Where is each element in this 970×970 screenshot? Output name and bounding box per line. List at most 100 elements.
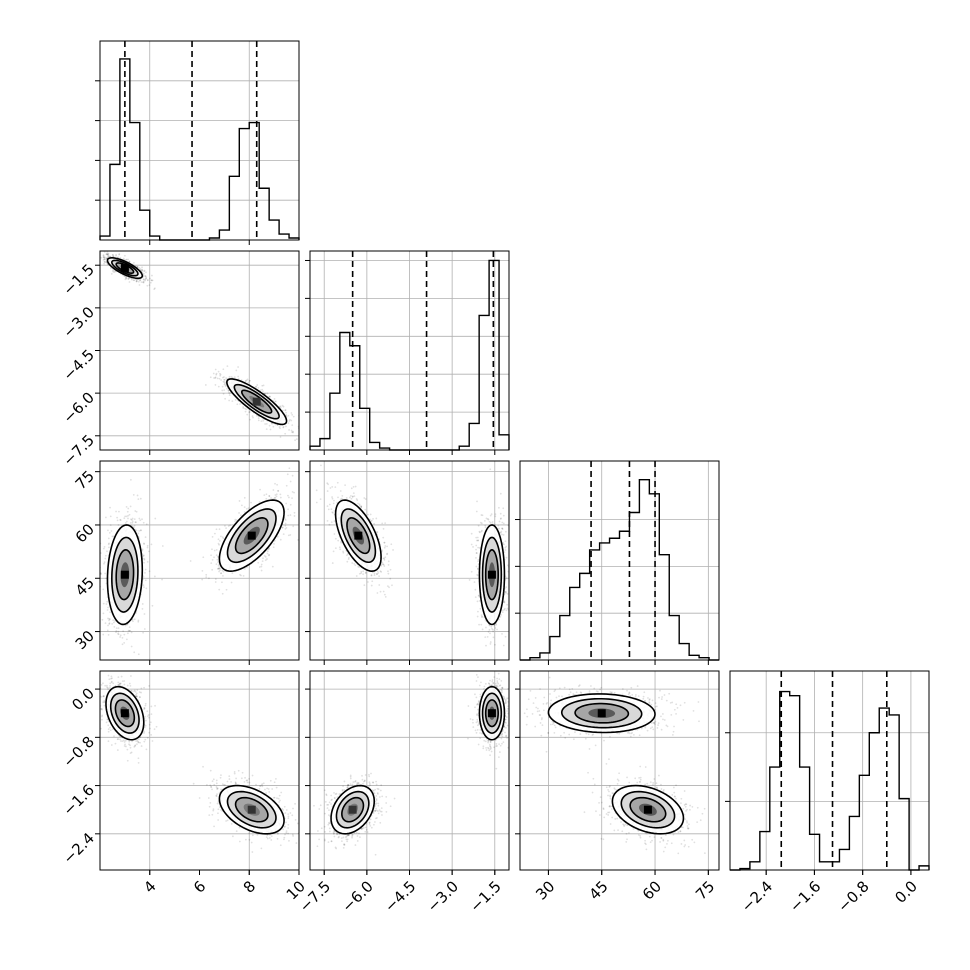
sample-point <box>234 398 237 401</box>
sample-point <box>228 375 231 378</box>
sample-point <box>291 474 294 477</box>
sample-point <box>238 840 241 843</box>
sample-point <box>105 248 107 250</box>
sample-point <box>142 554 145 557</box>
sample-point <box>135 693 137 696</box>
sample-point <box>220 572 222 575</box>
sample-point <box>216 787 219 790</box>
sample-point <box>303 510 305 512</box>
sample-point <box>269 833 271 836</box>
sample-point <box>141 268 143 271</box>
sample-point <box>242 406 245 408</box>
sample-point <box>263 494 266 497</box>
sample-point <box>110 675 113 678</box>
sample-point <box>201 569 204 572</box>
sample-point <box>300 498 302 500</box>
sample-point <box>233 376 236 379</box>
sample-point <box>103 699 106 702</box>
sample-point <box>228 394 231 397</box>
sample-point <box>279 427 281 430</box>
sample-point <box>214 377 217 379</box>
sample-point <box>103 701 106 704</box>
sample-point <box>216 558 219 561</box>
sample-point <box>121 636 124 639</box>
sample-point <box>215 373 218 376</box>
sample-point <box>111 622 114 625</box>
sample-point <box>135 510 138 513</box>
sample-point <box>118 253 121 255</box>
sample-point <box>230 375 233 378</box>
sample-point <box>276 837 279 840</box>
sample-point <box>271 565 274 568</box>
sample-point <box>244 410 247 413</box>
sample-point <box>260 569 263 572</box>
sample-point <box>266 392 269 395</box>
sample-point <box>146 278 149 281</box>
sample-point <box>133 690 135 692</box>
sample-point <box>287 508 289 511</box>
sample-point <box>272 425 275 428</box>
sample-point <box>218 543 221 546</box>
sample-point <box>139 696 141 699</box>
sample-point <box>216 377 219 380</box>
sample-point <box>102 547 105 550</box>
hist-bar <box>899 799 909 870</box>
sample-point <box>153 575 156 578</box>
sample-point <box>107 728 110 731</box>
sample-point <box>127 258 130 261</box>
sample-point <box>225 377 227 379</box>
sample-point <box>138 278 141 281</box>
sample-point <box>117 684 120 687</box>
sample-point <box>250 501 252 504</box>
sample-point <box>135 695 138 698</box>
sample-point <box>101 718 103 721</box>
sample-point <box>235 519 238 522</box>
sample-point <box>123 680 126 682</box>
panel-content <box>95 671 299 870</box>
sample-point <box>139 497 142 500</box>
hist-bar <box>849 816 859 870</box>
sample-point <box>264 392 267 395</box>
sample-point <box>95 704 97 706</box>
sample-point <box>146 544 149 547</box>
sample-point <box>125 638 128 641</box>
sample-point <box>150 279 153 282</box>
sample-point <box>214 578 217 580</box>
sample-point <box>101 708 103 711</box>
sample-point <box>136 743 138 746</box>
sample-point <box>285 502 288 505</box>
sample-point <box>142 281 145 284</box>
sample-point <box>128 743 130 746</box>
sample-point <box>292 415 295 418</box>
sample-point <box>284 409 287 412</box>
sample-point <box>267 788 270 790</box>
sample-point <box>143 730 146 733</box>
sample-point <box>287 414 290 417</box>
sample-point <box>266 787 269 790</box>
sample-point <box>107 674 110 677</box>
sample-point <box>217 567 219 570</box>
sample-point <box>141 269 144 272</box>
sample-point <box>240 514 242 517</box>
sample-point <box>133 745 136 748</box>
sample-point <box>146 279 149 282</box>
sample-point <box>134 689 136 692</box>
density-peak <box>252 397 261 406</box>
sample-point <box>278 426 281 428</box>
sample-point <box>223 378 226 381</box>
sample-point <box>266 550 269 553</box>
hist-bar <box>770 767 780 870</box>
sample-point <box>128 513 131 516</box>
sample-point <box>223 381 226 384</box>
sample-point <box>287 534 290 537</box>
sample-point <box>235 830 238 833</box>
sample-point <box>242 407 245 409</box>
sample-point <box>138 517 141 520</box>
sample-point <box>224 385 227 388</box>
sample-point <box>217 567 220 570</box>
hist-bar <box>580 573 590 660</box>
sample-point <box>113 625 116 628</box>
hist-bar <box>340 333 350 451</box>
sample-point <box>217 370 220 373</box>
sample-point <box>127 629 130 632</box>
